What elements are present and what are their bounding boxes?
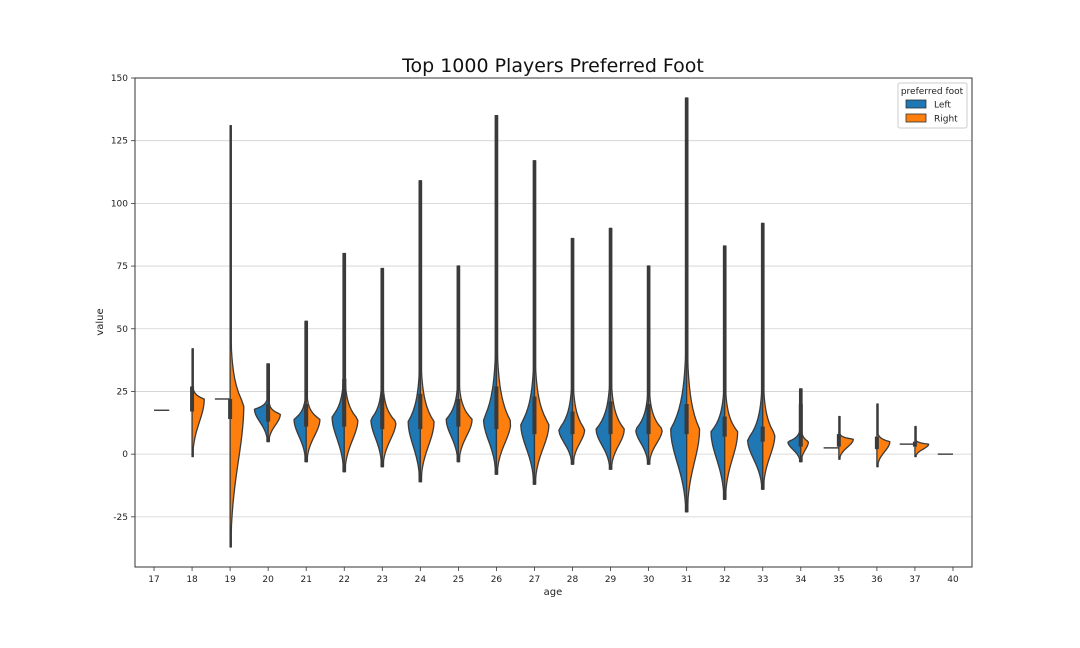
x-axis: 17 18 19 20 21 22 23 24 25 26 27 28 29 30 31 32 33 34 35 36… — [148, 567, 959, 585]
plot-frame — [134, 77, 973, 568]
x-tick-label: 22 — [339, 575, 350, 585]
y-tick-label: -25 — [113, 513, 128, 523]
violin-right — [381, 267, 397, 468]
violin-box — [494, 386, 499, 430]
x-tick-label: 19 — [224, 575, 236, 585]
violin-right — [647, 265, 663, 465]
x-tick-label: 24 — [415, 575, 427, 585]
violin-right — [724, 245, 739, 500]
violin-left — [520, 160, 536, 485]
legend-label-left: Left — [934, 101, 951, 111]
legend: preferred foot Left Right — [897, 82, 968, 129]
violin-box — [760, 426, 765, 442]
violin-left — [370, 267, 383, 468]
violin-box — [228, 398, 233, 420]
x-tick-label: 20 — [262, 575, 274, 585]
violin-box — [646, 404, 651, 435]
chart-title: Top 1000 Players Preferred Foot — [401, 55, 704, 77]
violin-right — [876, 403, 891, 468]
legend-label-right: Right — [934, 115, 958, 125]
violin-left — [595, 227, 612, 470]
violin-box — [342, 378, 347, 427]
violin-right — [838, 415, 854, 460]
violin-box — [912, 441, 917, 447]
violin-right — [686, 97, 701, 513]
legend-swatch-left — [905, 99, 927, 109]
x-tick-label: 21 — [300, 575, 311, 585]
y-tick-label: 0 — [122, 450, 128, 460]
x-tick-label: 25 — [453, 575, 464, 585]
violin-box — [570, 411, 575, 435]
x-axis-label: age — [544, 587, 563, 598]
x-tick-label: 18 — [186, 575, 198, 585]
violin-box — [304, 404, 309, 427]
x-tick-label: 29 — [605, 575, 617, 585]
violin-right — [571, 237, 586, 465]
violin-box — [836, 434, 841, 447]
violin-left — [746, 222, 764, 490]
y-axis-label: value — [95, 308, 106, 335]
violin-right — [343, 252, 359, 473]
y-tick-label: 75 — [117, 262, 128, 272]
legend-title: preferred foot — [901, 87, 964, 97]
y-axis: -25 0 25 50 75 100 125 150 — [111, 74, 135, 523]
violin-left — [407, 180, 421, 483]
violin-right — [495, 114, 512, 475]
violin-right — [419, 180, 435, 483]
x-tick-label: 40 — [947, 575, 959, 585]
violin-left — [635, 265, 650, 465]
violin-right — [914, 425, 930, 458]
x-tick-label: 32 — [719, 575, 730, 585]
x-tick-label: 36 — [871, 575, 883, 585]
violin-right — [609, 227, 625, 470]
legend-swatch-right — [905, 113, 927, 123]
violin-box — [532, 396, 537, 435]
violin-right — [457, 265, 473, 463]
violin-right — [229, 124, 245, 548]
violin-box — [608, 401, 613, 435]
y-tick-label: 100 — [111, 199, 128, 209]
violin-right — [305, 320, 321, 463]
violin-right — [762, 222, 776, 490]
x-tick-label: 23 — [377, 575, 388, 585]
violin-box — [418, 393, 423, 430]
violin-left — [558, 237, 574, 465]
x-tick-label: 30 — [643, 575, 655, 585]
violin-box — [456, 398, 461, 427]
violin-right — [267, 363, 281, 443]
violin-box — [722, 416, 727, 437]
violin-box — [190, 386, 195, 412]
violin-right — [533, 160, 550, 485]
y-tick-label: 125 — [111, 137, 128, 147]
x-tick-label: 26 — [491, 575, 503, 585]
violin-left — [253, 363, 269, 443]
violin-left — [445, 265, 460, 463]
x-tick-label: 37 — [909, 575, 920, 585]
violin-left — [482, 114, 498, 475]
y-tick-label: 150 — [111, 74, 128, 84]
y-tick-label: 50 — [117, 325, 129, 335]
x-tick-label: 28 — [567, 575, 579, 585]
violins — [154, 97, 953, 548]
y-tick-label: 25 — [117, 387, 128, 397]
x-tick-label: 34 — [795, 575, 807, 585]
x-tick-label: 17 — [148, 575, 159, 585]
x-tick-label: 35 — [833, 575, 844, 585]
violin-left — [331, 252, 345, 473]
x-tick-label: 31 — [681, 575, 692, 585]
violin-right — [191, 348, 205, 458]
violin-left — [710, 245, 726, 500]
violin-left — [670, 97, 688, 513]
violin-box — [684, 404, 689, 435]
violin-box — [266, 404, 271, 422]
violin-box — [798, 434, 803, 447]
x-tick-label: 27 — [529, 575, 540, 585]
x-tick-label: 33 — [757, 575, 768, 585]
violin-box — [874, 436, 879, 450]
violin-box — [380, 393, 385, 430]
violin-left — [293, 320, 307, 463]
